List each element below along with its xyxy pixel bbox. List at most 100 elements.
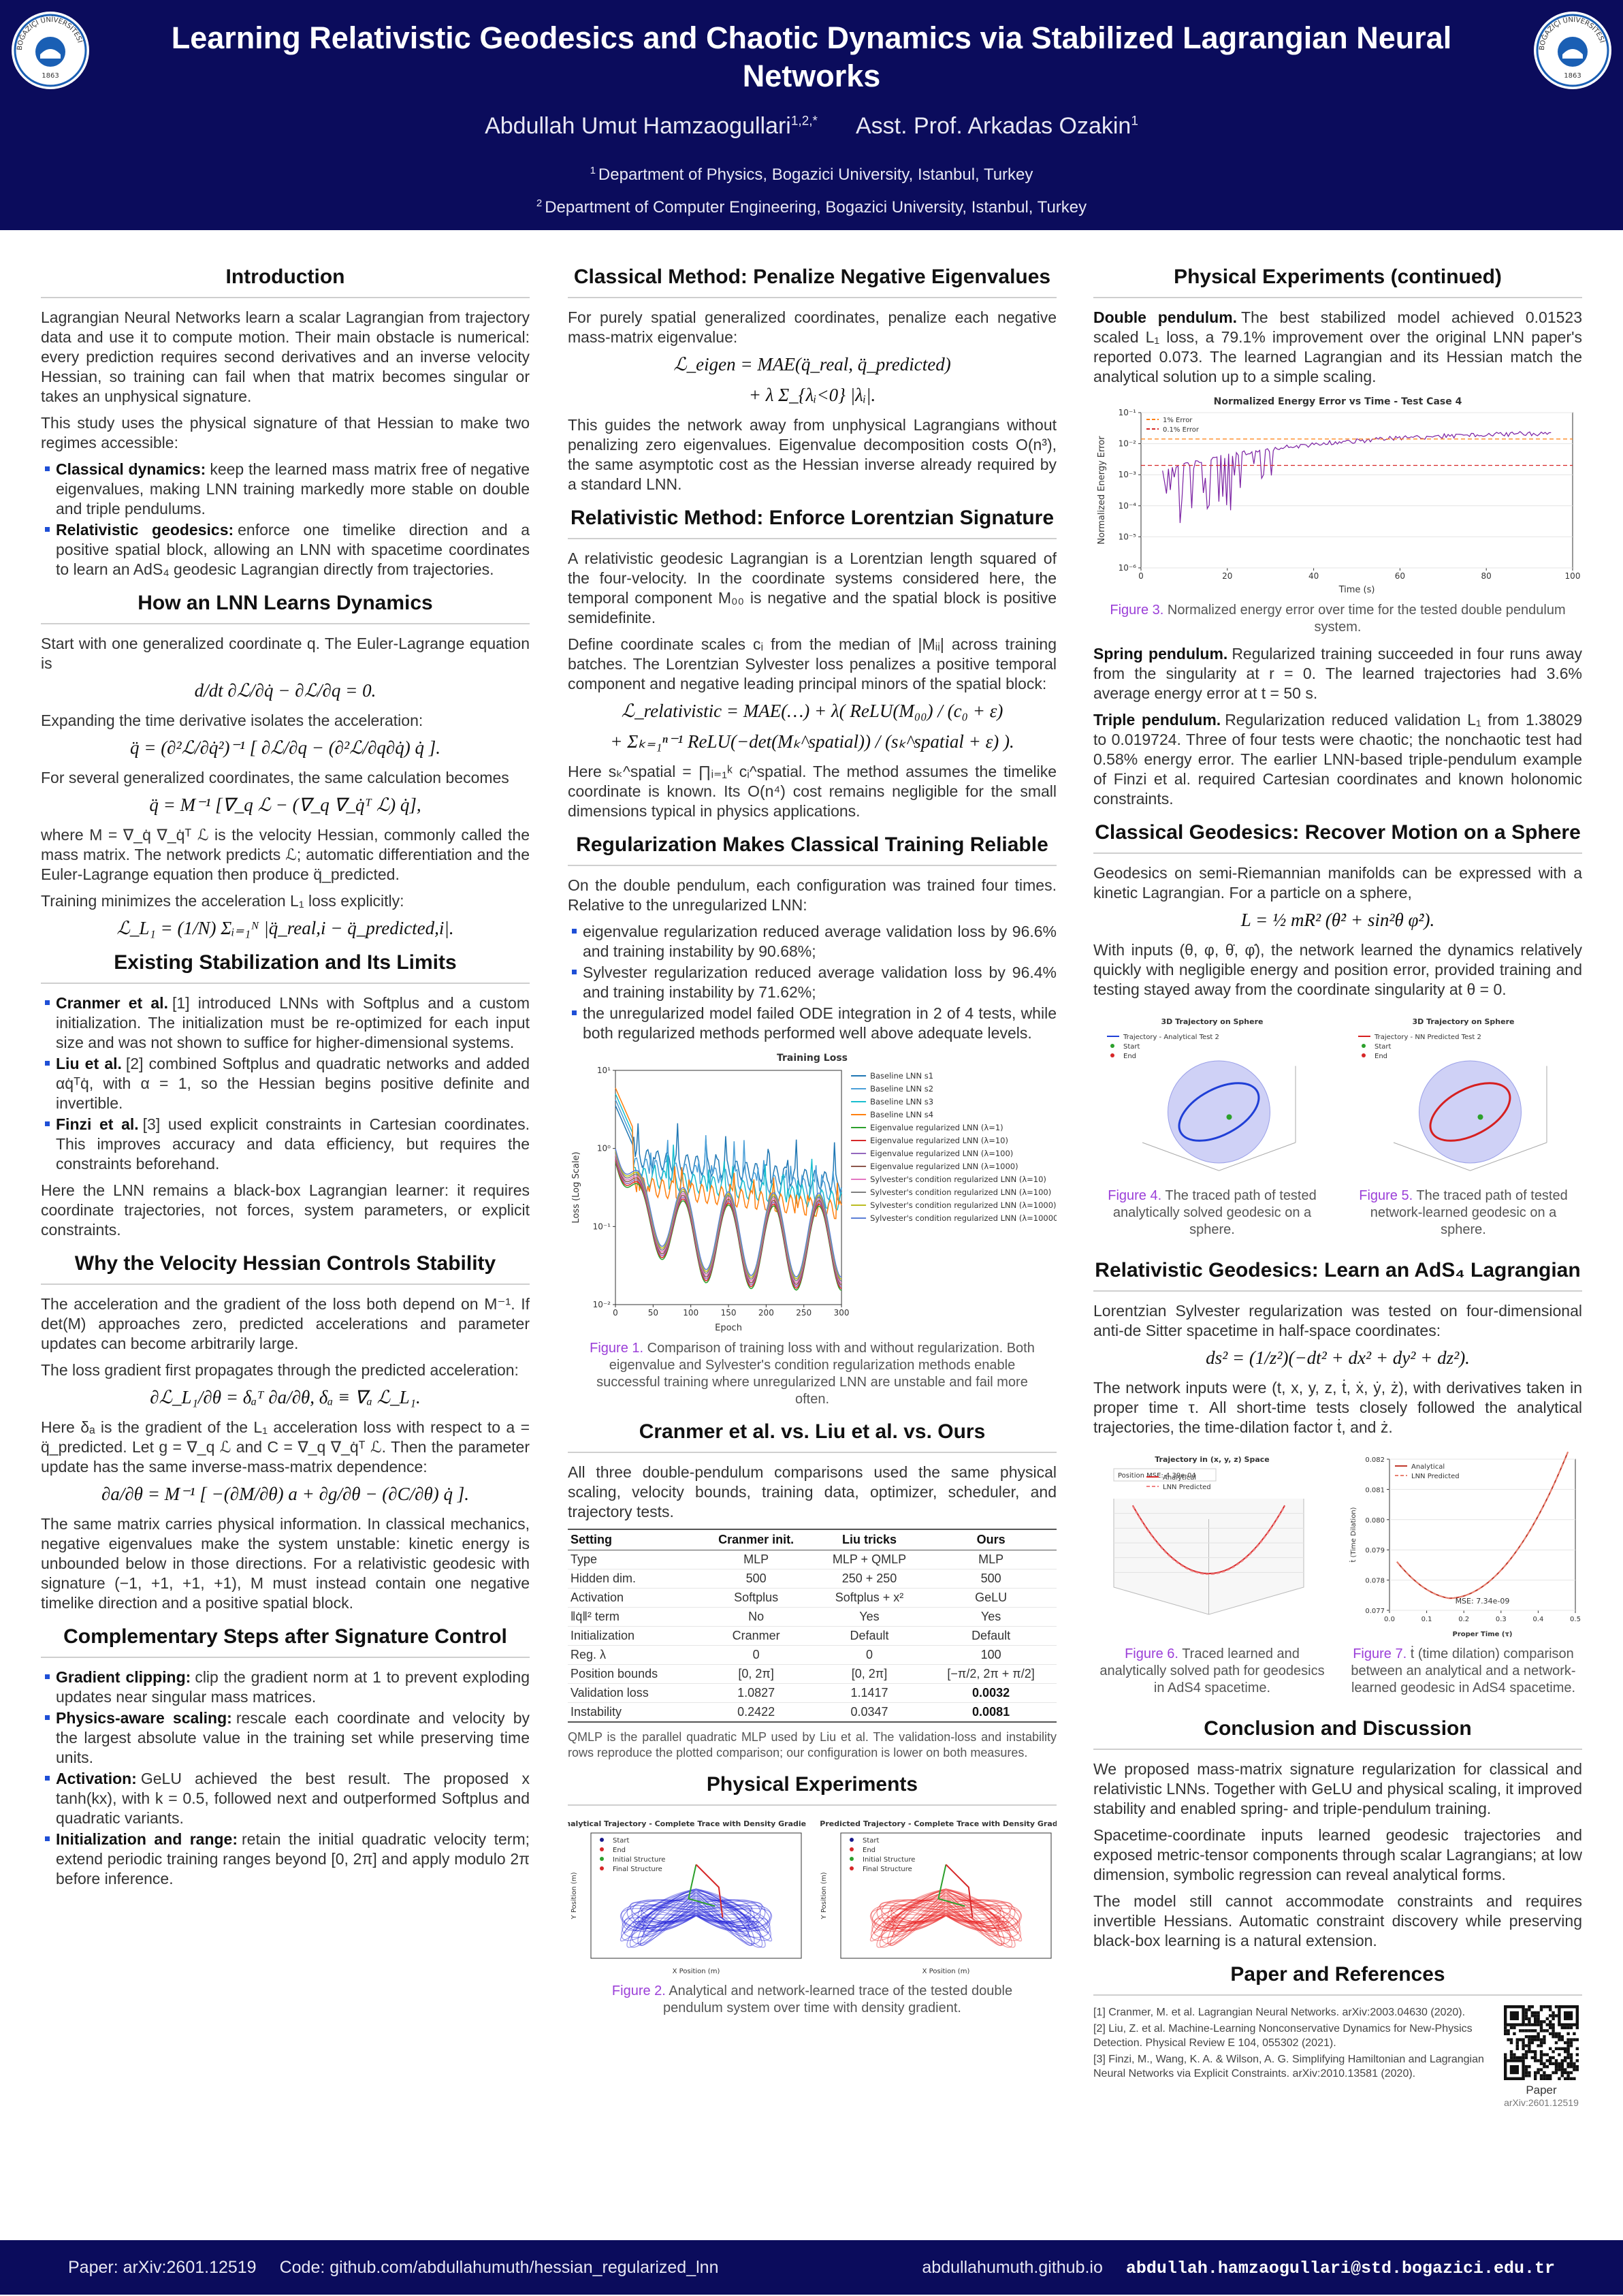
qr-module bbox=[1549, 2005, 1552, 2009]
table-cell: 0.0347 bbox=[813, 1702, 926, 1723]
qr-module bbox=[1552, 2035, 1555, 2039]
qr-module bbox=[1560, 2035, 1564, 2039]
qr-module bbox=[1554, 2041, 1558, 2045]
x-axis-label: X Position (m) bbox=[922, 1968, 970, 1975]
references: [1] Cranmer, M. et al. Lagrangian Neural… bbox=[1093, 2005, 1582, 2108]
plot-content bbox=[620, 1864, 773, 1948]
table-row: ‖q̇‖² term No Yes Yes bbox=[568, 1607, 1057, 1627]
trajectory-trace bbox=[624, 1888, 769, 1934]
qr-code[interactable] bbox=[1504, 2005, 1579, 2080]
qr-module bbox=[1549, 2026, 1552, 2030]
bullet-item: Liu et al. [2] combined Softplus and quad… bbox=[45, 1054, 530, 1113]
qr-block: Paper arXiv:2601.12519 bbox=[1500, 2005, 1582, 2108]
qr-module bbox=[1545, 2023, 1549, 2026]
figure-label: Figure 2. bbox=[611, 1983, 666, 1998]
y-axis-label: ṫ (Time Dilation) bbox=[1348, 1507, 1357, 1562]
bullet-text: clip the gradient norm at 1 to prevent e… bbox=[56, 1668, 530, 1706]
paragraph: For purely spatial generalized coordinat… bbox=[568, 308, 1057, 347]
qr-module bbox=[1539, 2056, 1543, 2060]
figure-panels: 3D Trajectory on Sphere Trajectory - NN P… bbox=[1345, 1013, 1582, 1183]
legend-swatch bbox=[1110, 1053, 1114, 1057]
qr-module bbox=[1534, 2077, 1537, 2080]
qr-module bbox=[1515, 2041, 1519, 2045]
table-head: Setting Cranmer init. Liu tricks Ours bbox=[568, 1529, 1057, 1550]
table-cell: Softplus + x² bbox=[813, 1588, 926, 1608]
bullet-lead: Gradient clipping: bbox=[56, 1668, 191, 1686]
trajectory-trace bbox=[879, 1894, 1013, 1948]
paragraph-text: Here the LNN remains a black-box Lagrang… bbox=[41, 1181, 530, 1239]
qr-module bbox=[1534, 2017, 1537, 2020]
figure-caption: Figure 1. Comparison of training loss wi… bbox=[568, 1340, 1057, 1408]
paragraph: The loss gradient first propagates throu… bbox=[41, 1360, 530, 1380]
figure-image: LNN Predicted Trajectory - Complete Trac… bbox=[818, 1819, 1057, 1975]
plot-title: Training Loss bbox=[777, 1053, 848, 1064]
table-header-cell: Setting bbox=[568, 1529, 699, 1550]
reference: [2] Liu, Z. et al. Machine-Learning Nonc… bbox=[1093, 2023, 1473, 2049]
qr-module bbox=[1522, 2047, 1525, 2050]
figure-caption-text: Normalized energy error over time for th… bbox=[1167, 603, 1566, 635]
qr-module bbox=[1534, 2029, 1537, 2032]
legend-label: End bbox=[863, 1847, 875, 1854]
y-axis-label: Loss (Log Scale) bbox=[571, 1151, 581, 1223]
legend-label: 0.1% Error bbox=[1163, 426, 1200, 434]
qr-module bbox=[1530, 2023, 1534, 2026]
y-tick-label: 10⁻⁵ bbox=[1119, 532, 1137, 541]
qr-module bbox=[1519, 2038, 1522, 2041]
qr-id: arXiv:2601.12519 bbox=[1504, 2097, 1579, 2108]
figure: Normalized Energy Error vs Time - Test C… bbox=[1093, 394, 1582, 636]
bullet-list: Cranmer et al. [1] introduced LNNs with S… bbox=[41, 993, 530, 1174]
bullet-lead: Classical dynamics: bbox=[56, 460, 206, 478]
note-box bbox=[1113, 1468, 1217, 1482]
table-header-cell: Ours bbox=[925, 1529, 1057, 1550]
trajectory-trace bbox=[631, 1902, 761, 1945]
qr-module bbox=[1564, 2056, 1567, 2060]
qr-module bbox=[1530, 2011, 1534, 2015]
legend-label: Eigenvalue regularized LNN (λ=10) bbox=[870, 1136, 1008, 1145]
table-cell: MLP bbox=[925, 1550, 1057, 1569]
qr-label: Paper bbox=[1526, 2084, 1557, 2096]
legend-label: Baseline LNN s1 bbox=[870, 1071, 933, 1081]
qr-module bbox=[1566, 2050, 1570, 2054]
paragraph-text: We proposed mass-matrix signature regula… bbox=[1093, 1760, 1582, 1817]
plot-title: Trajectory in (x, y, z) Space bbox=[1155, 1455, 1269, 1464]
qr-module bbox=[1522, 2053, 1525, 2056]
figure-image: 3D Trajectory on Sphere Trajectory - Anal… bbox=[1107, 1017, 1296, 1171]
qr-module bbox=[1569, 2044, 1573, 2047]
qr-module bbox=[1549, 2059, 1552, 2062]
trajectory-trace bbox=[624, 1913, 769, 1932]
equation: q̈ = M⁻¹ [∇_q ℒ − (∇_q ∇_q̇ᵀ ℒ) q̇], bbox=[149, 795, 421, 815]
qr-module bbox=[1534, 2038, 1537, 2041]
qr-module bbox=[1539, 2044, 1543, 2047]
trajectory-trace bbox=[889, 1891, 1003, 1946]
y-axis-label: Y Position (m) bbox=[571, 1872, 578, 1919]
table-cell: GeLU bbox=[925, 1588, 1057, 1608]
qr-module bbox=[1524, 2074, 1528, 2077]
qr-module bbox=[1543, 2035, 1546, 2039]
qr-finder bbox=[1504, 2059, 1525, 2080]
qr-module bbox=[1509, 2056, 1513, 2060]
qr-module bbox=[1558, 2065, 1561, 2069]
qr-module bbox=[1545, 2059, 1549, 2062]
trajectory-trace bbox=[626, 1900, 766, 1926]
figure-caption-text: The traced path of tested network-learne… bbox=[1370, 1188, 1568, 1237]
author-affiliation-mark: 1 bbox=[1131, 114, 1138, 129]
section-title: Introduction bbox=[41, 266, 530, 298]
paragraph-text: The best stabilized model achieved 0.015… bbox=[1093, 308, 1582, 385]
legend-label: Start bbox=[1375, 1043, 1392, 1051]
paragraph: This guides the network away from unphys… bbox=[568, 415, 1057, 494]
qr-module bbox=[1537, 2071, 1540, 2075]
start-point bbox=[1477, 1114, 1483, 1120]
trajectory-trace bbox=[641, 1913, 751, 1932]
section: Regularization Makes Classical Training … bbox=[568, 833, 1057, 1408]
table-cell: Reg. λ bbox=[568, 1645, 699, 1665]
qr-module bbox=[1569, 2053, 1573, 2056]
table-cell: Instability bbox=[568, 1702, 699, 1723]
trajectory-trace bbox=[641, 1915, 751, 1924]
table-cell: 0 bbox=[698, 1645, 814, 1665]
trajectory-trace bbox=[869, 1890, 1023, 1942]
equation: + λ Σ_{λᵢ<0} |λᵢ|. bbox=[748, 385, 876, 405]
table-cell: ‖q̇‖² term bbox=[568, 1607, 699, 1627]
footer: Paper: arXiv:2601.12519 Code: github.com/… bbox=[0, 2240, 1623, 2295]
axes-box bbox=[1113, 1499, 1304, 1615]
